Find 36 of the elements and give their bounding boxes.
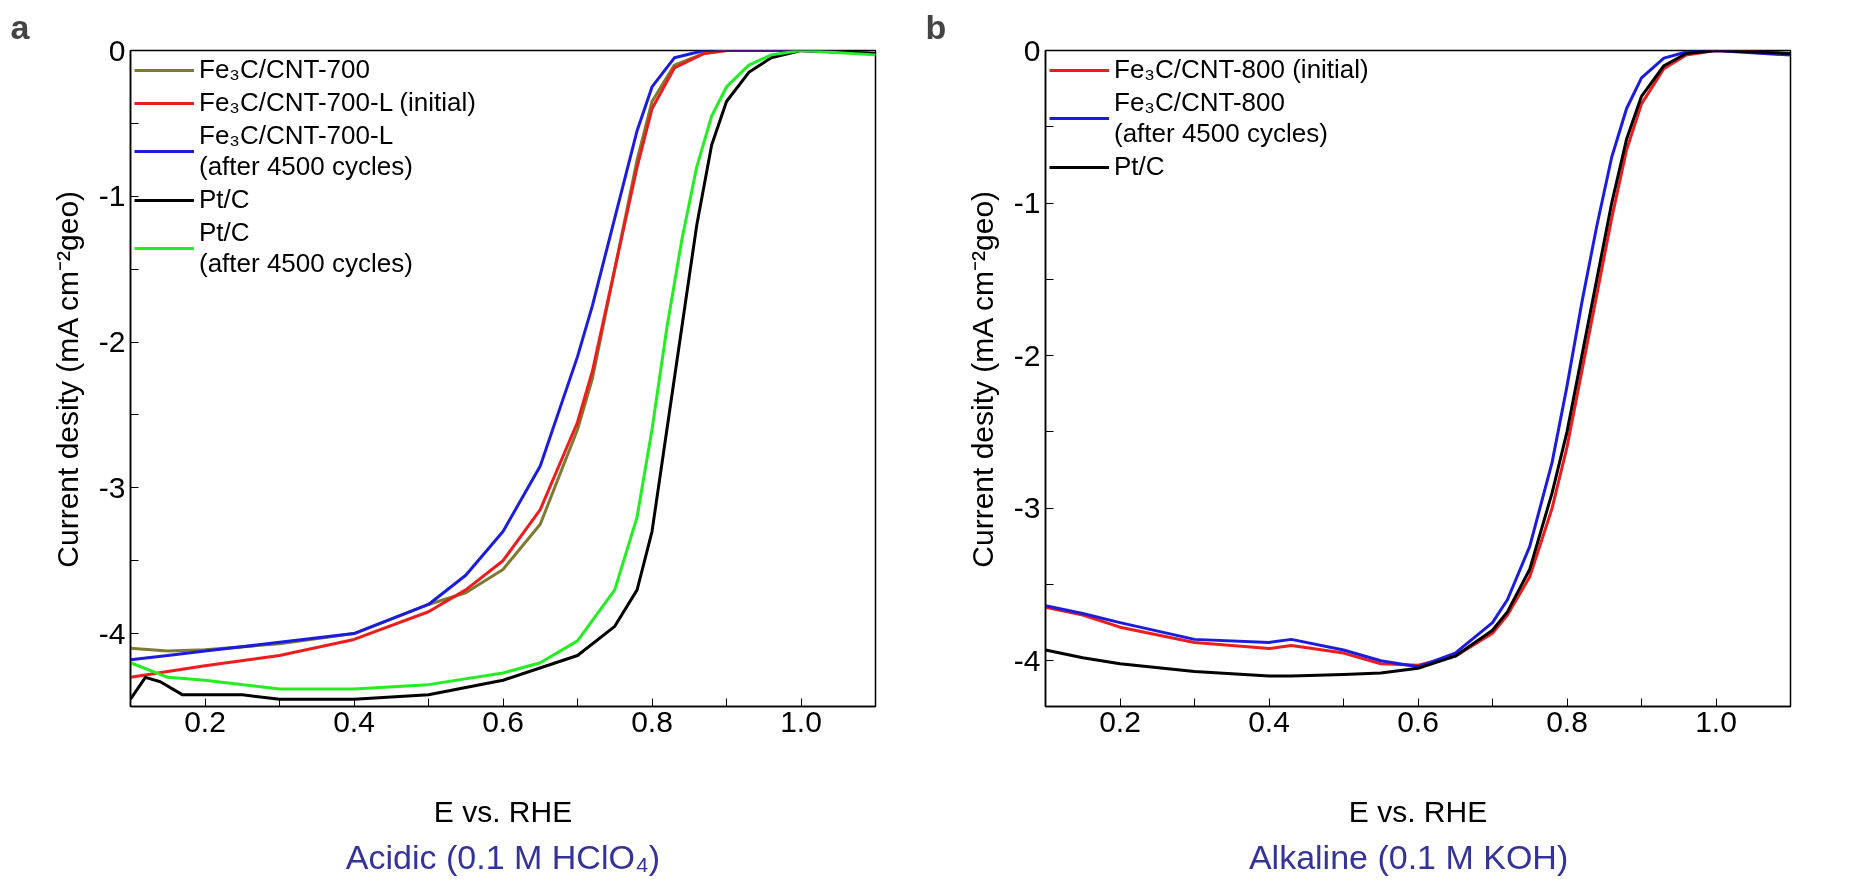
chart-title: b [925,7,947,46]
y-tick-label: 0 [108,33,126,67]
legend-label: Fe₃C/CNT-700-L (initial) [199,87,476,118]
x-tick-label: 0.4 [333,704,375,738]
legend-label: Pt/C (after 4500 cycles) [199,217,413,279]
x-tick-label: 1.0 [1695,704,1737,738]
legend-label: Pt/C [199,184,250,215]
y-tick-label: -3 [98,470,126,504]
y-tick-label: -2 [1013,338,1041,372]
y-axis-title: Current desity (mA cm⁻²geo) [50,190,84,568]
x-axis-title: E vs. RHE [433,794,573,828]
x-tick-label: 0.4 [1248,704,1290,738]
legend-label: Pt/C [1114,151,1165,182]
y-tick-label: 0 [1023,33,1041,67]
y-tick-label: -1 [98,179,126,213]
legend-label: Fe₃C/CNT-700-L (after 4500 cycles) [199,120,413,182]
x-tick-label: 0.8 [1546,704,1588,738]
y-tick-label: -2 [98,325,126,359]
text: Alkaline (0.1 M KOH) [1248,837,1569,876]
y-tick-label: -4 [98,616,126,650]
x-axis-title: E vs. RHE [1348,794,1488,828]
x-tick-label: 0.2 [184,704,226,738]
text: Acidic (0.1 M HClO₄) [345,837,661,876]
chart-title: a [10,7,31,46]
x-tick-label: 0.8 [631,704,673,738]
legend-label: Fe₃C/CNT-800 (after 4500 cycles) [1114,87,1328,149]
legend-label: Fe₃C/CNT-700 [199,54,370,85]
x-tick-label: 0.6 [1397,704,1439,738]
y-tick-label: -3 [1013,491,1041,525]
y-axis-title: Current desity (mA cm⁻²geo) [965,190,999,568]
legend-label: Fe₃C/CNT-800 (initial) [1114,54,1369,85]
y-tick-label: -4 [1013,643,1041,677]
y-tick-label: -1 [1013,186,1041,220]
x-tick-label: 1.0 [780,704,822,738]
x-tick-label: 0.6 [482,704,524,738]
x-tick-label: 0.2 [1099,704,1141,738]
